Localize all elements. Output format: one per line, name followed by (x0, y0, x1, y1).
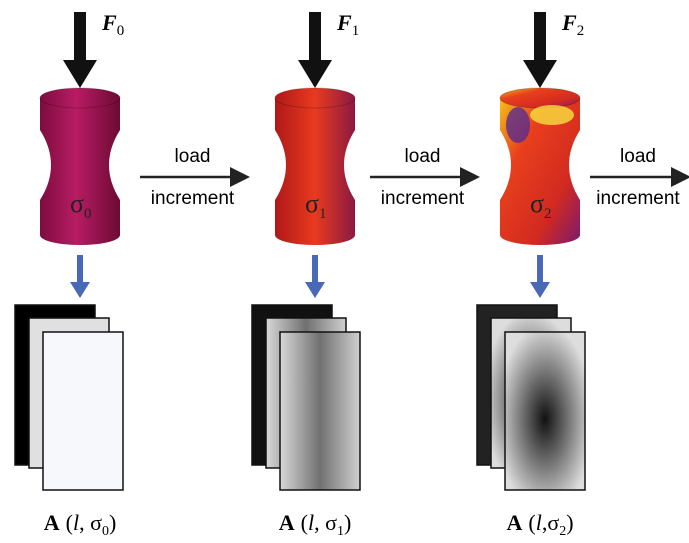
force-label: F0 (101, 10, 124, 39)
force-arrow-head (523, 60, 557, 88)
force-symbol: F (561, 10, 577, 35)
force-label: F1 (336, 10, 359, 39)
force-arrow-head (298, 60, 332, 88)
result-close: ) (566, 510, 573, 535)
force-arrow-shaft (309, 12, 321, 62)
stress-subscript: 1 (319, 206, 327, 222)
blue-arrow-head (305, 282, 325, 298)
result-main: A (44, 510, 60, 535)
image-slice (505, 332, 585, 490)
result-open: ( (66, 510, 73, 535)
result-label: A(l, σ1) (279, 510, 352, 539)
specimen (275, 98, 355, 245)
force-subscript: 2 (577, 23, 585, 39)
result-open: ( (301, 510, 308, 535)
force-arrow-shaft (534, 12, 546, 62)
stress-symbol: σ (70, 189, 84, 218)
specimen-top (40, 88, 120, 108)
blue-arrow-head (530, 282, 550, 298)
result-main: A (506, 510, 522, 535)
diagram: F0σ0A(l, σ0)F1σ1A(l, σ1)F2σ2A(l,σ2)loadi… (0, 0, 689, 543)
step-label-2: increment (596, 188, 680, 209)
blue-arrow-shaft (537, 255, 543, 283)
force-subscript: 0 (117, 23, 125, 39)
image-slice (280, 332, 360, 490)
result-sep: ,σ (542, 510, 560, 535)
blue-arrow-shaft (77, 255, 83, 283)
force-subscript: 1 (352, 23, 360, 39)
step-label-1: load (620, 146, 656, 167)
result-open: ( (528, 510, 535, 535)
stress-subscript: 2 (544, 206, 552, 222)
step-label-1: load (405, 146, 441, 167)
specimen-top (275, 88, 355, 108)
stress-symbol: σ (530, 189, 544, 218)
blue-arrow-shaft (312, 255, 318, 283)
result-close: ) (109, 510, 116, 535)
hot-spot (506, 107, 530, 143)
result-close: ) (344, 510, 351, 535)
force-arrow-head (63, 60, 97, 88)
step-label-1: load (175, 146, 211, 167)
stress-subscript: 0 (84, 206, 92, 222)
specimen-top (500, 88, 580, 108)
force-arrow-shaft (74, 12, 86, 62)
hot-spot (530, 105, 574, 125)
result-subscript: 2 (559, 524, 566, 539)
result-sep: , σ (79, 510, 102, 535)
force-label: F2 (561, 10, 584, 39)
force-symbol: F (101, 10, 117, 35)
result-sep: , σ (314, 510, 337, 535)
blue-arrow-head (70, 282, 90, 298)
result-subscript: 0 (102, 524, 109, 539)
step-label-2: increment (151, 188, 235, 209)
image-slice (43, 332, 123, 490)
result-subscript: 1 (337, 524, 344, 539)
result-label: A(l,σ2) (506, 510, 573, 539)
result-main: A (279, 510, 295, 535)
result-label: A(l, σ0) (44, 510, 117, 539)
force-symbol: F (336, 10, 352, 35)
stress-symbol: σ (305, 189, 319, 218)
step-label-2: increment (381, 188, 465, 209)
specimen (40, 98, 120, 245)
